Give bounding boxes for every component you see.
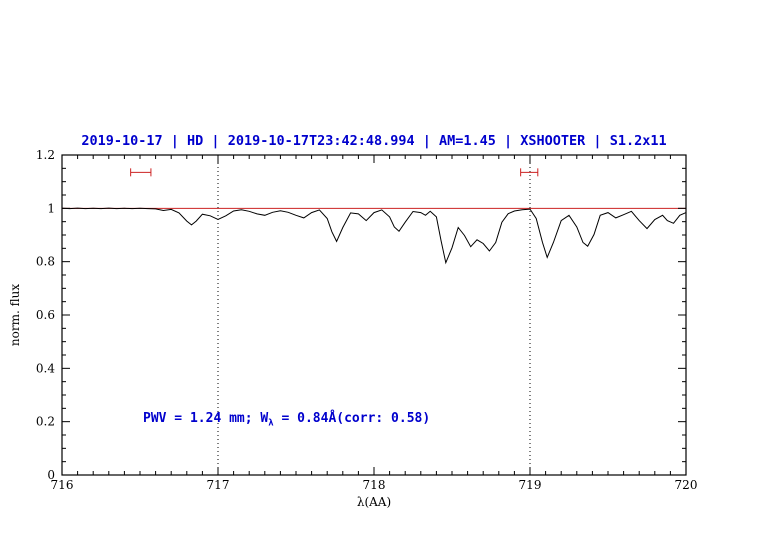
plot-title: 2019-10-17 | HD | 2019-10-17T23:42:48.99… [81,133,667,149]
pwv-annotation-subscript: λ [268,418,274,429]
pwv-annotation: PWV = 1.24 mm; Wλ = 0.84Å(corr: 0.58) [143,411,431,429]
x-tick-label: 717 [207,478,230,492]
pwv-annotation-suffix: = 0.84Å(corr: 0.58) [273,411,431,426]
pwv-annotation-prefix: PWV = 1.24 mm; W [143,411,269,426]
y-tick-label: 1.2 [36,148,55,162]
y-tick-label: 1 [47,201,55,215]
x-tick-label: 720 [675,478,698,492]
y-axis-label: norm. flux [8,283,22,347]
x-tick-label: 716 [51,478,74,492]
x-tick-label: 718 [363,478,386,492]
x-axis-label: λ(AA) [356,495,392,509]
spectrum-line [61,207,687,265]
y-tick-label: 0 [47,468,55,482]
plot-border [61,154,687,476]
y-tick-label: 0.2 [36,415,55,429]
x-tick-label: 719 [519,478,542,492]
y-tick-label: 0.4 [36,361,55,375]
y-tick-label: 0.8 [36,255,55,269]
y-tick-label: 0.6 [36,308,55,322]
